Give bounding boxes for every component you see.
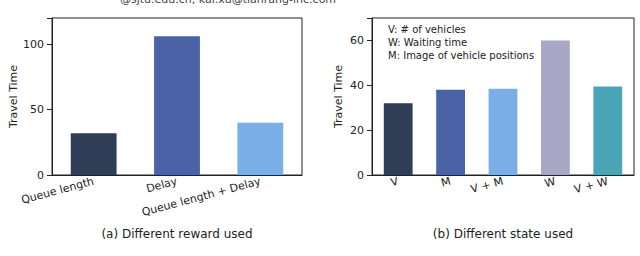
- svg-text:Delay: Delay: [145, 175, 179, 196]
- svg-text:20: 20: [350, 124, 364, 137]
- svg-text:Queue length + Delay: Queue length + Delay: [140, 175, 262, 219]
- svg-text:40: 40: [350, 79, 364, 92]
- svg-text:Travel Time: Travel Time: [7, 65, 20, 129]
- svg-text:(b) Different state used: (b) Different state used: [433, 227, 573, 241]
- svg-text:@sjtu.edu.cn, kai.xu@tianrang-: @sjtu.edu.cn, kai.xu@tianrang-inc.com: [120, 0, 336, 6]
- svg-text:100: 100: [23, 38, 44, 51]
- svg-text:Queue length: Queue length: [20, 175, 96, 207]
- svg-text:50: 50: [30, 103, 44, 116]
- svg-text:M: M: [440, 175, 453, 190]
- svg-text:60: 60: [350, 34, 364, 47]
- svg-text:Travel Time: Travel Time: [332, 65, 345, 129]
- svg-text:W: Waiting time: W: Waiting time: [388, 37, 467, 48]
- svg-text:V: V: [389, 175, 400, 190]
- svg-text:0: 0: [357, 169, 364, 182]
- svg-text:V: # of vehicles: V: # of vehicles: [388, 24, 466, 35]
- svg-text:M: Image of vehicle positions: M: Image of vehicle positions: [388, 50, 534, 61]
- svg-text:0: 0: [37, 169, 44, 182]
- svg-text:W: W: [543, 175, 557, 190]
- svg-text:V + W: V + W: [573, 175, 610, 197]
- svg-text:V + M: V + M: [469, 175, 504, 196]
- svg-text:(a) Different reward used: (a) Different reward used: [101, 227, 252, 241]
